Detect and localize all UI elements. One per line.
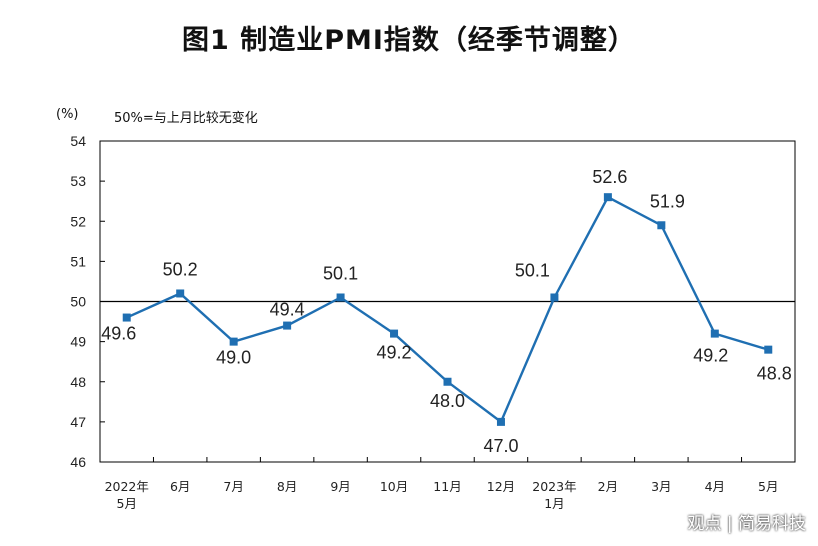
data-label: 49.0 — [216, 348, 251, 368]
y-axis-unit-label: (%) — [56, 107, 79, 122]
data-point — [764, 345, 773, 354]
data-point — [657, 221, 666, 230]
y-tick-label: 46 — [70, 454, 86, 470]
x-tick-label: 12月 — [487, 479, 515, 494]
x-tick-label: 2023年 — [532, 479, 576, 494]
data-label: 50.1 — [515, 260, 550, 280]
x-tick-label: 4月 — [705, 479, 725, 494]
data-label: 49.4 — [270, 300, 305, 320]
x-tick-label: 8月 — [277, 479, 297, 494]
y-tick-label: 53 — [70, 173, 86, 189]
x-tick-label: 5月 — [117, 496, 137, 511]
x-tick-label: 2月 — [598, 479, 618, 494]
data-point — [283, 321, 292, 330]
data-label: 51.9 — [650, 191, 685, 211]
data-point — [176, 289, 185, 298]
y-tick-label: 54 — [70, 133, 86, 149]
series-line-pmi — [126, 195, 769, 424]
data-label: 50.2 — [163, 259, 198, 279]
y-tick-label: 52 — [70, 213, 86, 229]
x-tick-label: 9月 — [330, 479, 350, 494]
data-label: 49.6 — [101, 324, 136, 344]
data-point — [550, 293, 559, 302]
data-point — [443, 377, 452, 386]
data-point — [336, 293, 345, 302]
data-label: 49.2 — [377, 343, 412, 363]
x-tick-label: 7月 — [223, 479, 243, 494]
x-tick-label: 10月 — [380, 479, 408, 494]
data-label: 52.6 — [592, 167, 627, 187]
y-tick-label: 48 — [70, 374, 86, 390]
data-point — [710, 329, 719, 338]
watermark: 观点 | 简易科技 — [687, 514, 806, 534]
x-tick-label: 6月 — [170, 479, 190, 494]
reference-note: 50%=与上月比较无变化 — [114, 111, 258, 126]
x-tick-label: 1月 — [544, 496, 564, 511]
x-tick-label: 2022年 — [105, 479, 149, 494]
data-label: 50.1 — [323, 263, 358, 283]
data-label: 49.2 — [693, 346, 728, 366]
x-tick-label: 11月 — [433, 479, 461, 494]
data-point — [229, 337, 238, 346]
x-tick-label: 3月 — [651, 479, 671, 494]
data-point — [496, 417, 505, 426]
y-tick-label: 50 — [70, 294, 86, 310]
data-label: 48.8 — [757, 364, 792, 384]
data-label: 47.0 — [483, 436, 518, 456]
y-tick-label: 47 — [70, 414, 86, 430]
data-point — [122, 313, 131, 322]
y-tick-label: 51 — [70, 253, 86, 269]
chart-title: 图1 制造业PMI指数（经季节调整） — [182, 25, 636, 56]
data-label: 48.0 — [430, 391, 465, 411]
data-point — [603, 193, 612, 202]
x-tick-label: 5月 — [758, 479, 778, 494]
data-point — [390, 329, 399, 338]
y-tick-label: 49 — [70, 334, 86, 350]
